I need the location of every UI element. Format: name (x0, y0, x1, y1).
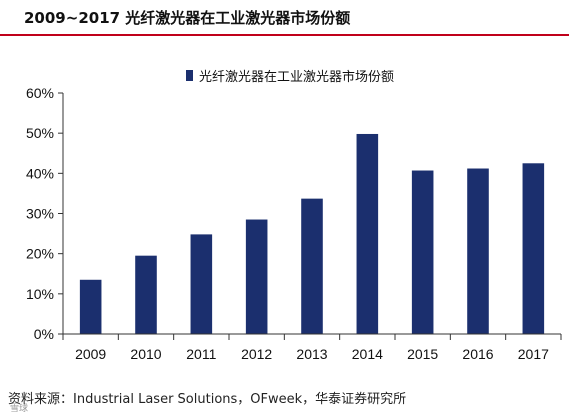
bar-chart: 光纤激光器在工业激光器市场份额 0% 10% 20% 30% 40% 50% 60% 200… (26, 69, 562, 362)
chart-legend: 光纤激光器在工业激光器市场份额 (186, 69, 394, 85)
legend-swatch (186, 70, 193, 81)
watermark: 雪球 (10, 404, 29, 414)
bar (135, 255, 157, 334)
legend-label: 光纤激光器在工业激光器市场份额 (199, 69, 394, 85)
bar (301, 198, 323, 334)
x-axis: 2009 2010 2011 2012 2013 2014 2015 2016 2017 (62, 333, 562, 362)
y-tick-label: 50% (26, 125, 54, 141)
y-tick-label: 10% (26, 286, 54, 302)
y-tick-label: 60% (26, 85, 54, 101)
x-tick-label: 2010 (130, 346, 161, 362)
x-tick-label: 2013 (296, 346, 327, 362)
bar (467, 168, 489, 334)
bar (356, 133, 379, 334)
y-tick-label: 30% (26, 206, 54, 222)
bar (522, 163, 545, 334)
x-tick-label: 2011 (186, 346, 216, 362)
x-tick-label: 2009 (75, 346, 106, 362)
chart-header: 2009~2017 光纤激光器在工业激光器市场份额 (0, 0, 569, 40)
bars (79, 133, 545, 334)
chart-title: 2009~2017 光纤激光器在工业激光器市场份额 (24, 9, 351, 27)
y-tick-label: 0% (34, 326, 54, 342)
y-tick-label: 20% (26, 246, 54, 262)
x-tick-label: 2016 (462, 346, 493, 362)
x-tick-label: 2012 (241, 346, 272, 362)
y-tick-label: 40% (26, 165, 54, 181)
x-tick-label: 2017 (518, 346, 549, 362)
y-axis: 0% 10% 20% 30% 40% 50% 60% (26, 85, 64, 342)
bar (411, 170, 434, 334)
x-tick-label: 2014 (352, 346, 383, 362)
bar (245, 219, 268, 334)
bar (79, 279, 102, 334)
x-tick-label: 2015 (407, 346, 438, 362)
bar (190, 234, 213, 334)
source-note: 资料来源：Industrial Laser Solutions，OFweek，华… (8, 392, 407, 407)
title-underline (0, 34, 569, 36)
